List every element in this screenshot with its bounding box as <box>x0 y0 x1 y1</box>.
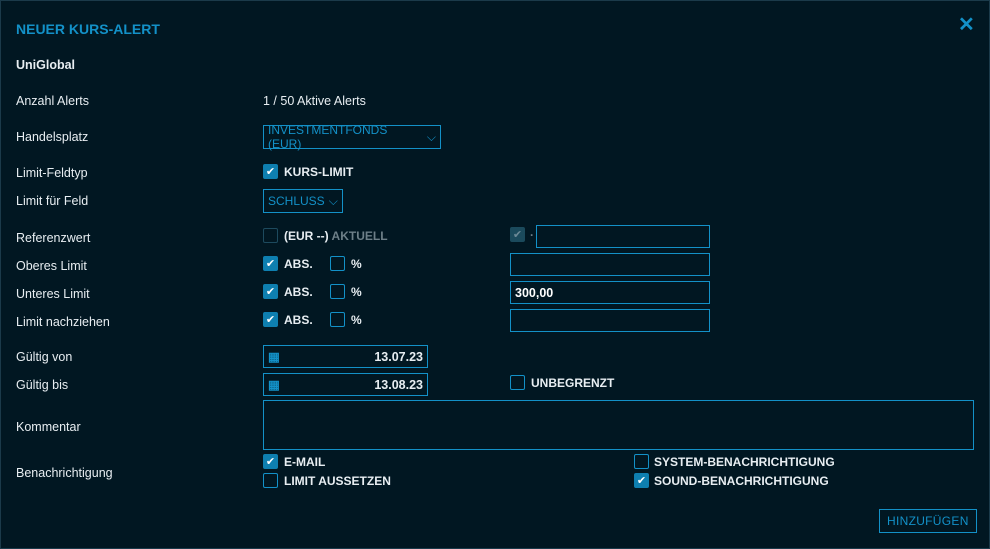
label-bis: Gültig bis <box>16 378 69 392</box>
sound-label: SOUND-BENACHRICHTIGUNG <box>654 474 829 488</box>
label-feldtyp: Limit-Feldtyp <box>16 166 88 180</box>
ref-aktuell-checkbox: ✔ <box>510 227 525 242</box>
oberes-pct-label: % <box>351 257 362 271</box>
limit-feld-select[interactable]: SCHLUSS ⌵ <box>263 189 343 213</box>
nachziehen-abs-label: ABS. <box>284 313 313 327</box>
unteres-abs-checkbox[interactable]: ✔ <box>263 284 278 299</box>
label-von: Gültig von <box>16 350 73 364</box>
unteres-pct-label: % <box>351 285 362 299</box>
handelsplatz-select[interactable]: INVESTMENTFONDS (EUR) ⌵ <box>263 123 441 151</box>
label-kommentar: Kommentar <box>16 420 81 434</box>
label-limit-feld: Limit für Feld <box>16 194 89 208</box>
email-checkbox[interactable]: ✔ <box>263 454 278 469</box>
handelsplatz-value: INVESTMENTFONDS (EUR) <box>268 123 388 151</box>
referenz-input[interactable] <box>536 225 710 248</box>
instrument-name: UniGlobal <box>16 58 76 72</box>
label-unteres: Unteres Limit <box>16 287 90 301</box>
label-oberes: Oberes Limit <box>16 259 87 273</box>
sound-checkbox[interactable]: ✔ <box>634 473 649 488</box>
unteres-pct-checkbox[interactable] <box>330 284 345 299</box>
referenz-checkbox[interactable] <box>263 228 278 243</box>
kurs-limit-label: KURS-LIMIT <box>284 165 354 179</box>
kurs-limit-checkbox[interactable]: ✔ <box>263 164 278 179</box>
limit-aussetzen-checkbox[interactable] <box>263 473 278 488</box>
ref-dot: · <box>530 228 534 242</box>
gueltig-bis-value: 13.08.23 <box>374 377 423 392</box>
add-button[interactable]: HINZUFÜGEN <box>879 509 977 533</box>
unteres-abs-label: ABS. <box>284 285 313 299</box>
oberes-pct-checkbox[interactable] <box>330 256 345 271</box>
gueltig-von-value: 13.07.23 <box>374 349 423 364</box>
oberes-abs-checkbox[interactable]: ✔ <box>263 256 278 271</box>
oberes-abs-label: ABS. <box>284 257 313 271</box>
nachziehen-pct-label: % <box>351 313 362 327</box>
gueltig-von-datepicker[interactable]: ▦ 13.07.23 <box>263 345 428 368</box>
referenz-text: (EUR --) AKTUELL <box>284 229 388 243</box>
gueltig-bis-datepicker[interactable]: ▦ 13.08.23 <box>263 373 428 396</box>
system-checkbox[interactable] <box>634 454 649 469</box>
ref-aktuell: AKTUELL <box>331 229 388 243</box>
label-nachziehen: Limit nachziehen <box>16 315 110 329</box>
calendar-icon[interactable]: ▦ <box>268 378 280 392</box>
email-label: E-MAIL <box>284 455 326 469</box>
nachziehen-input[interactable] <box>510 309 710 332</box>
kommentar-textarea[interactable] <box>263 400 974 450</box>
oberes-limit-input[interactable] <box>510 253 710 276</box>
label-benachrichtigung: Benachrichtigung <box>16 466 113 480</box>
limit-feld-value: SCHLUSS <box>268 194 325 208</box>
limit-aussetzen-label: LIMIT AUSSETZEN <box>284 474 391 488</box>
close-icon[interactable]: ✕ <box>958 14 975 36</box>
dialog-title: NEUER KURS-ALERT <box>16 21 160 37</box>
label-handelsplatz: Handelsplatz <box>16 130 89 144</box>
nachziehen-pct-checkbox[interactable] <box>330 312 345 327</box>
alerts-count: 1 / 50 Aktive Alerts <box>263 94 366 108</box>
unbegrenzt-label: UNBEGRENZT <box>531 376 615 390</box>
system-label: SYSTEM-BENACHRICHTIGUNG <box>654 455 835 469</box>
chevron-down-icon: ⌵ <box>328 193 338 208</box>
unbegrenzt-checkbox[interactable] <box>510 375 525 390</box>
nachziehen-abs-checkbox[interactable]: ✔ <box>263 312 278 327</box>
label-anzahl: Anzahl Alerts <box>16 94 89 108</box>
unteres-limit-input[interactable] <box>510 281 710 304</box>
chevron-down-icon: ⌵ <box>426 129 436 144</box>
label-referenz: Referenzwert <box>16 231 91 245</box>
ref-currency: (EUR --) <box>284 229 329 243</box>
calendar-icon[interactable]: ▦ <box>268 350 280 364</box>
